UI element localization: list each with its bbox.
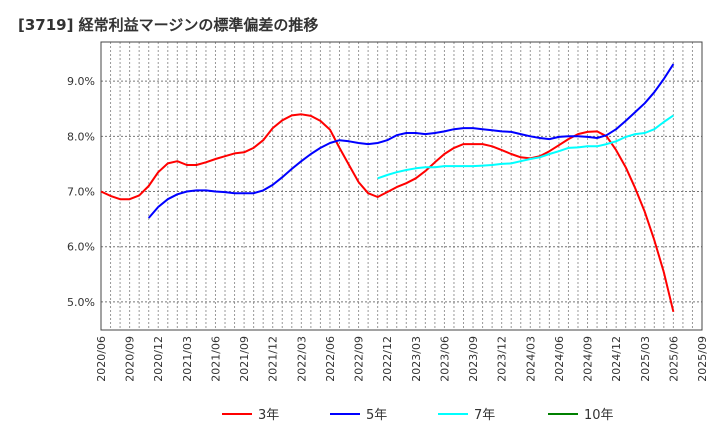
- x-tick-label: 2022/06: [324, 336, 337, 382]
- legend-label: 5年: [366, 408, 387, 423]
- x-tick-label: 2023/03: [410, 336, 423, 382]
- legend-label: 7年: [474, 408, 495, 423]
- chart-title: [3719] 経常利益マージンの標準偏差の推移: [18, 16, 319, 34]
- x-tick-label: 2020/12: [152, 336, 165, 382]
- x-tick-label: 2024/03: [524, 336, 537, 382]
- x-tick-label: 2024/06: [553, 336, 566, 382]
- y-tick-label: 7.0%: [67, 186, 95, 199]
- plot-border: [100, 41, 703, 331]
- x-tick-label: 2021/12: [267, 336, 280, 382]
- y-tick-label: 8.0%: [67, 130, 95, 143]
- x-tick-label: 2023/09: [467, 336, 480, 382]
- x-tick-label: 2021/09: [238, 336, 251, 382]
- x-tick-label: 2023/06: [438, 336, 451, 382]
- series-line-3年: [100, 113, 675, 313]
- series-line-5年: [147, 63, 675, 219]
- y-tick-label: 9.0%: [67, 75, 95, 88]
- x-tick-label: 2025/06: [667, 336, 680, 382]
- x-tick-label: 2024/09: [582, 336, 595, 382]
- x-tick-label: 2022/03: [295, 336, 308, 382]
- legend-label: 10年: [584, 408, 614, 423]
- x-tick-label: 2022/12: [381, 336, 394, 382]
- series-line-7年: [377, 114, 674, 180]
- x-tick-label: 2021/03: [181, 336, 194, 382]
- x-tick-label: 2022/09: [353, 336, 366, 382]
- x-tick-label: 2024/12: [610, 336, 623, 382]
- x-tick-label: 2020/06: [95, 336, 108, 382]
- legend-label: 3年: [258, 408, 279, 423]
- y-tick-label: 5.0%: [67, 296, 95, 309]
- x-tick-label: 2020/09: [124, 336, 137, 382]
- y-tick-label: 6.0%: [67, 241, 95, 254]
- x-tick-label: 2023/12: [496, 336, 509, 382]
- x-tick-label: 2025/03: [639, 336, 652, 382]
- x-tick-label: 2021/06: [209, 336, 222, 382]
- x-tick-label: 2025/09: [696, 336, 709, 382]
